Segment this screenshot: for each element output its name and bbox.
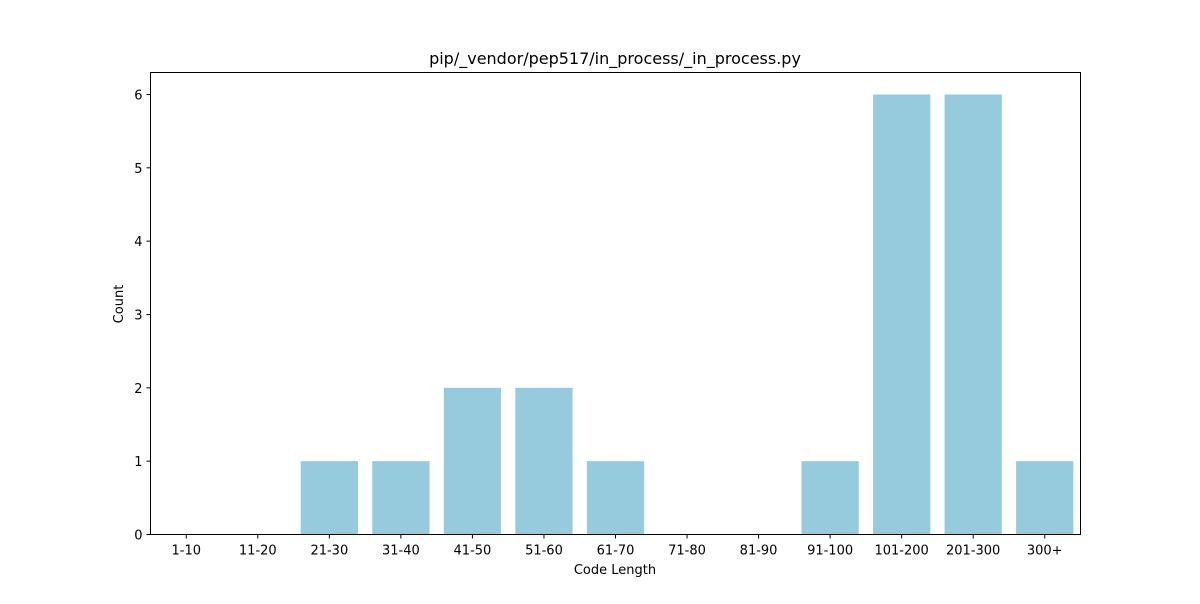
plot-area-frame (150, 72, 1081, 535)
y-tick-label: 6 (134, 89, 142, 104)
x-tick-label: 201-300 (946, 544, 1000, 559)
x-tick-label: 300+ (1027, 544, 1063, 559)
chart-title: pip/_vendor/pep517/in_process/_in_proces… (429, 49, 801, 69)
bar-21-30 (300, 461, 358, 535)
bar-51-60 (515, 387, 573, 535)
bar-41-50 (443, 387, 502, 535)
bars-layer (300, 94, 1074, 535)
x-tick-label: 1-10 (172, 544, 202, 559)
x-tick-label: 91-100 (807, 544, 853, 559)
x-tick-label: 101-200 (874, 544, 928, 559)
x-tick-label: 31-40 (382, 544, 420, 559)
bar-300+ (1016, 461, 1074, 535)
x-tick-label: 21-30 (310, 544, 348, 559)
x-axis-label: Code Length (574, 563, 656, 578)
x-tick-label: 81-90 (740, 544, 778, 559)
x-tick-label: 71-80 (668, 544, 706, 559)
x-tick-label: 61-70 (597, 544, 635, 559)
x-axis: 1-10 11-20 21-30 31-40 41-50 51-60 61-70 71-80 8… (172, 534, 1063, 559)
y-tick-label: 5 (134, 162, 142, 177)
y-tick-label: 0 (134, 529, 142, 544)
y-tick-label: 2 (134, 382, 142, 397)
y-axis-label: Count (112, 285, 127, 324)
y-tick-label: 4 (134, 235, 142, 250)
y-axis: 0 1 2 3 4 5 6 (134, 89, 151, 544)
x-tick-label: 41-50 (454, 544, 492, 559)
bar-91-100 (801, 461, 859, 535)
bar-31-40 (372, 461, 430, 535)
bar-201-300 (944, 94, 1002, 535)
bar-61-70 (586, 461, 645, 535)
y-tick-label: 1 (134, 455, 142, 470)
y-tick-label: 3 (134, 309, 142, 324)
bar-101-200 (873, 94, 931, 535)
x-tick-label: 11-20 (239, 544, 277, 559)
x-tick-label: 51-60 (525, 544, 563, 559)
